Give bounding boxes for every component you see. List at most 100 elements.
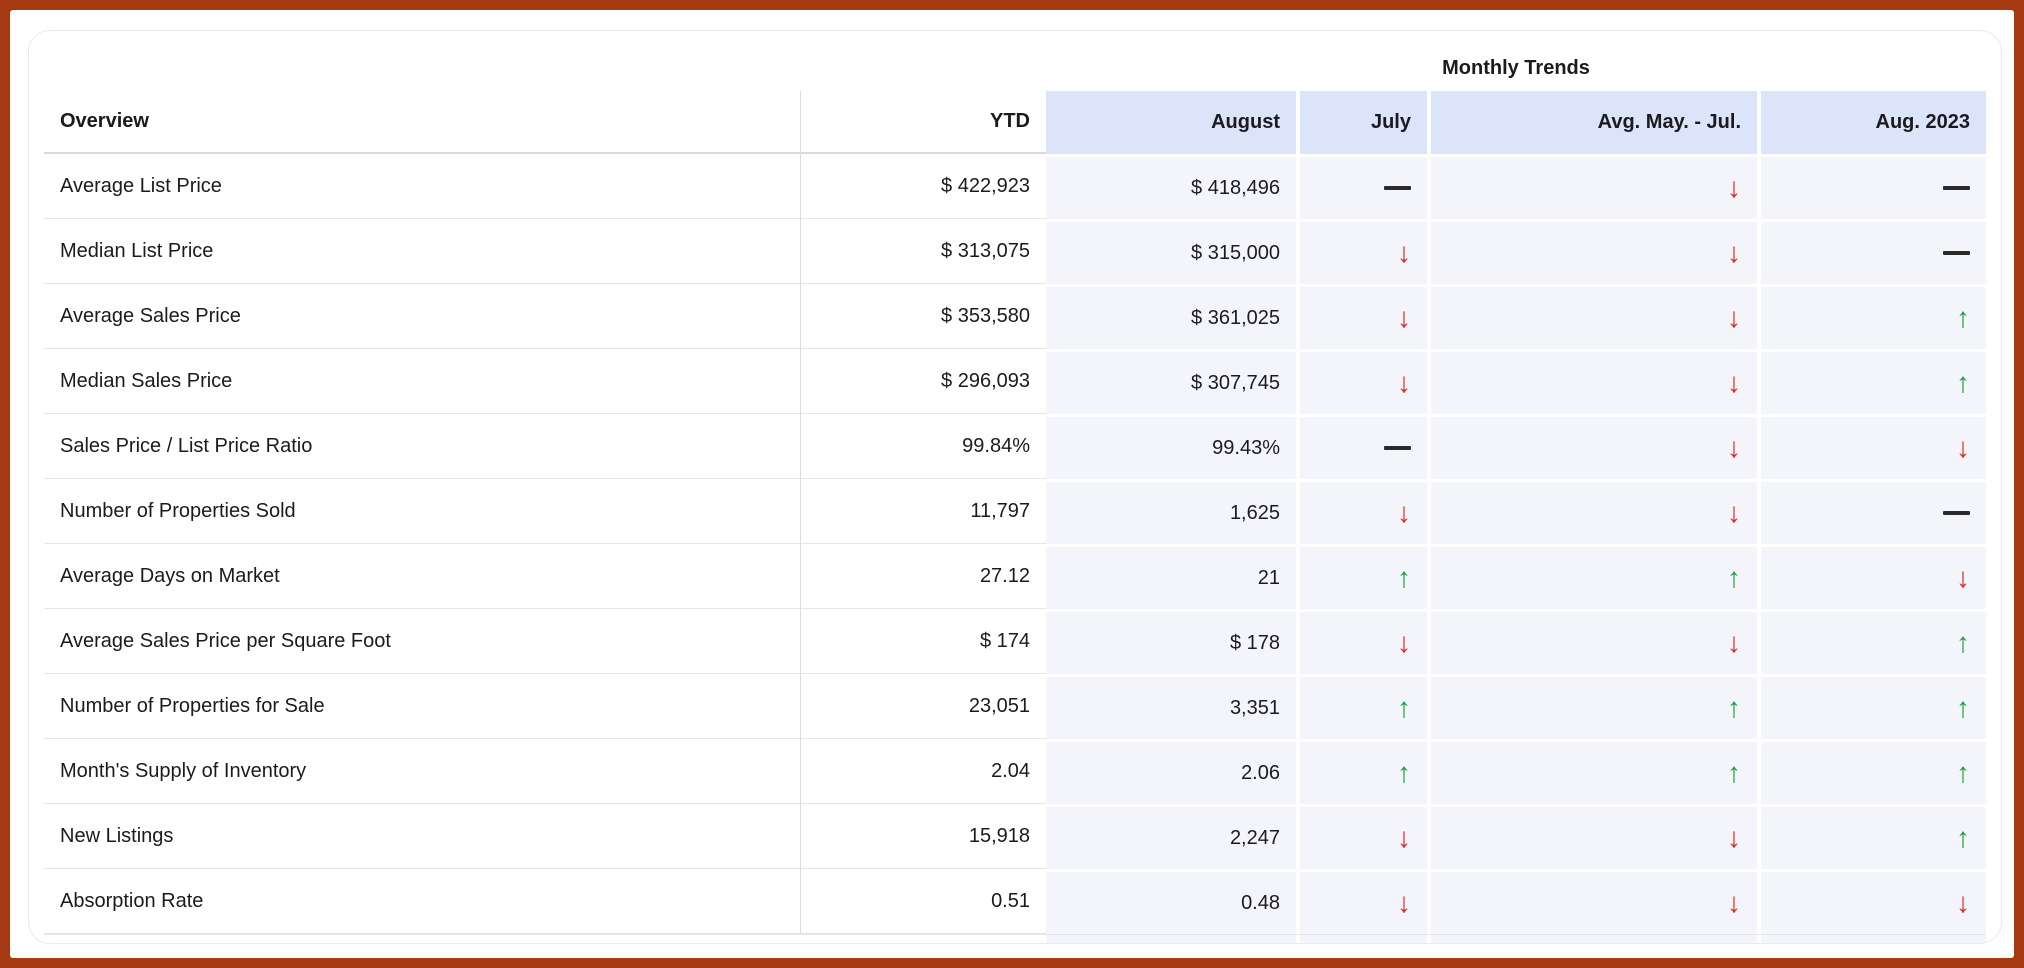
aug-2023-trend: ↑ bbox=[1757, 739, 1986, 804]
july-trend: ↓ bbox=[1296, 349, 1427, 414]
trend-flat-icon bbox=[1943, 251, 1970, 255]
trend-down-icon: ↓ bbox=[1727, 822, 1741, 853]
table-row: Month's Supply of Inventory 2.04 2.06 ↑ … bbox=[44, 739, 1986, 804]
table-row: Median List Price $ 313,075 $ 315,000 ↓ … bbox=[44, 219, 1986, 284]
ytd-value: 27.12 bbox=[801, 544, 1046, 609]
ytd-value: $ 174 bbox=[801, 609, 1046, 674]
avg-may-jul-trend: ↑ bbox=[1427, 739, 1757, 804]
col-header-avg-may-jul: Avg. May. - Jul. bbox=[1427, 91, 1757, 154]
trend-flat-icon bbox=[1943, 511, 1970, 515]
table-row: Number of Properties Sold 11,797 1,625 ↓… bbox=[44, 479, 1986, 544]
trend-down-icon: ↓ bbox=[1727, 172, 1741, 203]
metric-label: Average Sales Price per Square Foot bbox=[44, 609, 801, 674]
aug-2023-trend: ↑ bbox=[1757, 804, 1986, 869]
strip-tile bbox=[1427, 935, 1757, 943]
july-trend: ↑ bbox=[1296, 544, 1427, 609]
strip-spacer bbox=[44, 935, 801, 943]
august-value: 1,625 bbox=[1046, 479, 1296, 544]
metric-label: Absorption Rate bbox=[44, 869, 801, 934]
trend-flat-icon bbox=[1384, 186, 1411, 190]
avg-may-jul-trend: ↑ bbox=[1427, 544, 1757, 609]
col-header-overview: Overview bbox=[44, 91, 801, 154]
trend-down-icon: ↓ bbox=[1727, 627, 1741, 658]
august-value: 2,247 bbox=[1046, 804, 1296, 869]
august-value: 0.48 bbox=[1046, 869, 1296, 934]
metric-label: Median Sales Price bbox=[44, 349, 801, 414]
metric-label: New Listings bbox=[44, 804, 801, 869]
aug-2023-trend bbox=[1757, 154, 1986, 219]
trend-up-icon: ↑ bbox=[1956, 692, 1970, 723]
avg-may-jul-trend: ↓ bbox=[1427, 219, 1757, 284]
august-value: 3,351 bbox=[1046, 674, 1296, 739]
august-value: $ 418,496 bbox=[1046, 154, 1296, 219]
july-trend: ↑ bbox=[1296, 739, 1427, 804]
avg-may-jul-trend: ↓ bbox=[1427, 804, 1757, 869]
trend-down-icon: ↓ bbox=[1727, 302, 1741, 333]
col-header-july: July bbox=[1296, 91, 1427, 154]
trend-down-icon: ↓ bbox=[1956, 432, 1970, 463]
july-trend: ↓ bbox=[1296, 219, 1427, 284]
table-row: Average Days on Market 27.12 21 ↑ ↑ ↓ bbox=[44, 544, 1986, 609]
trend-up-icon: ↑ bbox=[1727, 757, 1741, 788]
trend-up-icon: ↑ bbox=[1956, 302, 1970, 333]
trend-down-icon: ↓ bbox=[1956, 562, 1970, 593]
ytd-value: 15,918 bbox=[801, 804, 1046, 869]
col-header-august: August bbox=[1046, 91, 1296, 154]
trend-down-icon: ↓ bbox=[1727, 367, 1741, 398]
trend-up-icon: ↑ bbox=[1956, 822, 1970, 853]
avg-may-jul-trend: ↓ bbox=[1427, 479, 1757, 544]
trend-down-icon: ↓ bbox=[1727, 887, 1741, 918]
trend-up-icon: ↑ bbox=[1956, 757, 1970, 788]
avg-may-jul-trend: ↑ bbox=[1427, 674, 1757, 739]
trend-up-icon: ↑ bbox=[1397, 562, 1411, 593]
august-value: $ 315,000 bbox=[1046, 219, 1296, 284]
table-body: Average List Price $ 422,923 $ 418,496 ↓… bbox=[44, 154, 1986, 934]
col-header-aug-2023: Aug. 2023 bbox=[1757, 91, 1986, 154]
august-value: $ 361,025 bbox=[1046, 284, 1296, 349]
july-trend bbox=[1296, 154, 1427, 219]
trend-flat-icon bbox=[1384, 446, 1411, 450]
table-row: Number of Properties for Sale 23,051 3,3… bbox=[44, 674, 1986, 739]
metric-label: Number of Properties for Sale bbox=[44, 674, 801, 739]
table-row: New Listings 15,918 2,247 ↓ ↓ ↑ bbox=[44, 804, 1986, 869]
aug-2023-trend: ↑ bbox=[1757, 674, 1986, 739]
metric-label: Number of Properties Sold bbox=[44, 479, 801, 544]
aug-2023-trend: ↓ bbox=[1757, 544, 1986, 609]
trend-up-icon: ↑ bbox=[1397, 692, 1411, 723]
trend-flat-icon bbox=[1943, 186, 1970, 190]
ytd-value: $ 296,093 bbox=[801, 349, 1046, 414]
july-trend: ↓ bbox=[1296, 869, 1427, 934]
page-background: Monthly Trends Overview YTD August July … bbox=[10, 10, 2014, 958]
table-row: Absorption Rate 0.51 0.48 ↓ ↓ ↓ bbox=[44, 869, 1986, 934]
august-value: 99.43% bbox=[1046, 414, 1296, 479]
ytd-value: 0.51 bbox=[801, 869, 1046, 934]
section-title: Monthly Trends bbox=[1442, 56, 1590, 79]
metric-label: Month's Supply of Inventory bbox=[44, 739, 801, 804]
strip-spacer bbox=[801, 935, 1046, 943]
market-report-card: Monthly Trends Overview YTD August July … bbox=[28, 30, 2002, 944]
metric-label: Average Days on Market bbox=[44, 544, 801, 609]
trend-up-icon: ↑ bbox=[1397, 757, 1411, 788]
metric-label: Median List Price bbox=[44, 219, 801, 284]
strip-tile bbox=[1757, 935, 1986, 943]
metric-label: Sales Price / List Price Ratio bbox=[44, 414, 801, 479]
aug-2023-trend: ↓ bbox=[1757, 869, 1986, 934]
avg-may-jul-trend: ↓ bbox=[1427, 284, 1757, 349]
trend-up-icon: ↑ bbox=[1956, 367, 1970, 398]
strip-tile bbox=[1046, 935, 1296, 943]
ytd-value: $ 313,075 bbox=[801, 219, 1046, 284]
avg-may-jul-trend: ↓ bbox=[1427, 154, 1757, 219]
ytd-value: 23,051 bbox=[801, 674, 1046, 739]
trend-up-icon: ↑ bbox=[1727, 562, 1741, 593]
july-trend: ↓ bbox=[1296, 609, 1427, 674]
aug-2023-trend: ↑ bbox=[1757, 284, 1986, 349]
aug-2023-trend bbox=[1757, 219, 1986, 284]
august-value: $ 178 bbox=[1046, 609, 1296, 674]
july-trend: ↓ bbox=[1296, 804, 1427, 869]
trend-down-icon: ↓ bbox=[1397, 627, 1411, 658]
ytd-value: 2.04 bbox=[801, 739, 1046, 804]
metric-label: Average Sales Price bbox=[44, 284, 801, 349]
trend-down-icon: ↓ bbox=[1397, 887, 1411, 918]
table-row: Sales Price / List Price Ratio 99.84% 99… bbox=[44, 414, 1986, 479]
